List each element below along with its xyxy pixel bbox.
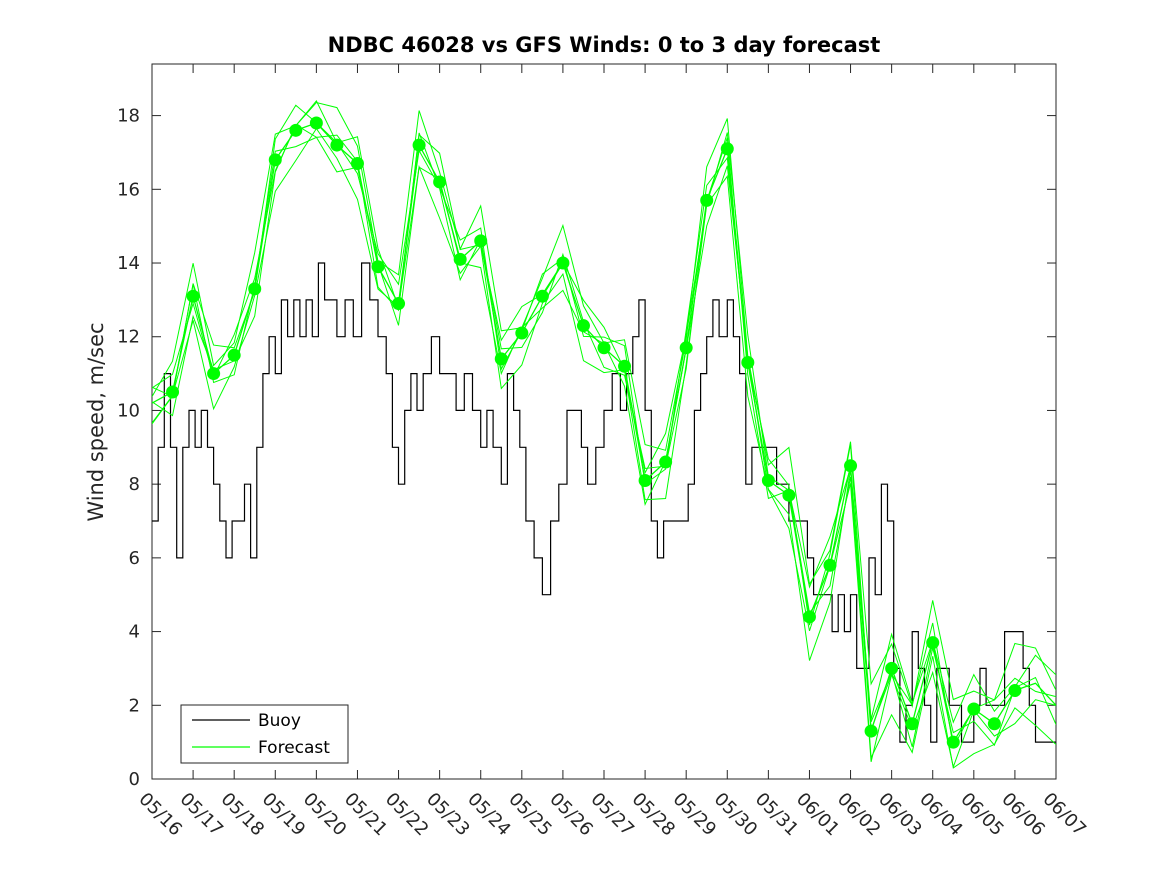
forecast-point — [679, 341, 693, 355]
forecast-point — [350, 157, 364, 171]
forecast-point — [823, 558, 837, 572]
forecast-point — [761, 473, 775, 487]
series-forecast-ensemble-line — [152, 104, 1056, 724]
forecast-point — [494, 352, 508, 366]
forecast-point — [515, 326, 529, 340]
x-tick-label: 06/06 — [997, 789, 1049, 841]
forecast-point — [844, 459, 858, 473]
x-tick-label: 05/21 — [340, 789, 392, 841]
forecast-point — [987, 717, 1001, 731]
forecast-point — [412, 138, 426, 152]
forecast-point — [741, 356, 755, 370]
x-tick-label: 06/05 — [956, 789, 1008, 841]
forecast-point — [885, 661, 899, 675]
forecast-point — [926, 636, 940, 650]
forecast-point — [638, 473, 652, 487]
y-tick-label: 18 — [117, 106, 140, 127]
x-tick-label: 05/24 — [463, 789, 515, 841]
forecast-point — [186, 289, 200, 303]
forecast-point — [309, 116, 323, 130]
legend-label: Forecast — [258, 738, 330, 758]
y-tick-label: 10 — [117, 400, 140, 421]
x-tick-label: 05/19 — [258, 789, 310, 841]
forecast-point — [1008, 684, 1022, 698]
forecast-point — [802, 610, 816, 624]
forecast-point — [392, 297, 406, 311]
forecast-point — [207, 367, 221, 381]
series-forecast-ensemble-line — [152, 101, 1056, 709]
forecast-point — [946, 735, 960, 749]
forecast-point — [453, 252, 467, 266]
forecast-point — [720, 142, 734, 156]
forecast-point — [535, 289, 549, 303]
forecast-point — [248, 282, 262, 296]
y-axis-label: Wind speed, m/sec — [84, 322, 108, 521]
forecast-point — [289, 123, 303, 137]
forecast-point — [330, 138, 344, 152]
x-tick-label: 05/30 — [710, 789, 762, 841]
x-tick-label: 05/18 — [217, 789, 269, 841]
y-tick-label: 4 — [129, 622, 140, 643]
x-tick-label: 05/31 — [751, 789, 803, 841]
y-tick-label: 8 — [129, 474, 140, 495]
x-tick-label: 05/22 — [381, 789, 433, 841]
y-tick-label: 2 — [129, 695, 140, 716]
x-tick-label: 05/23 — [422, 789, 474, 841]
legend-label: Buoy — [258, 711, 301, 731]
x-tick-label: 05/17 — [176, 789, 228, 841]
forecast-point — [474, 234, 488, 248]
y-tick-label: 12 — [117, 327, 140, 348]
x-tick-label: 06/04 — [915, 789, 967, 841]
forecast-point — [576, 319, 590, 333]
forecast-point — [227, 348, 241, 362]
x-tick-label: 05/29 — [669, 789, 721, 841]
forecast-point — [864, 724, 878, 738]
forecast-point — [556, 256, 570, 270]
x-tick-label: 06/07 — [1038, 789, 1090, 841]
forecast-point — [433, 175, 447, 189]
y-tick-label: 6 — [129, 548, 140, 569]
forecast-point — [371, 260, 385, 274]
x-tick-label: 05/25 — [504, 789, 556, 841]
x-tick-label: 06/02 — [833, 789, 885, 841]
y-tick-label: 0 — [129, 769, 140, 790]
x-tick-label: 05/27 — [586, 789, 638, 841]
chart-title: NDBC 46028 vs GFS Winds: 0 to 3 day fore… — [328, 33, 881, 57]
x-tick-label: 05/16 — [134, 789, 186, 841]
x-tick-label: 05/28 — [628, 789, 680, 841]
forecast-point — [618, 359, 632, 373]
x-tick-label: 05/26 — [545, 789, 597, 841]
y-tick-label: 16 — [117, 179, 140, 200]
y-tick-label: 14 — [117, 253, 140, 274]
x-tick-label: 06/01 — [792, 789, 844, 841]
legend: Buoy Forecast — [180, 704, 349, 764]
legend-box — [180, 704, 349, 764]
forecast-point — [967, 702, 981, 716]
forecast-point — [166, 385, 180, 399]
forecast-point — [268, 153, 282, 167]
forecast-point — [905, 717, 919, 731]
forecast-point — [659, 455, 673, 469]
forecast-point — [782, 488, 796, 502]
series-forecast-ensemble-line — [152, 132, 1056, 748]
x-tick-label: 06/03 — [874, 789, 926, 841]
series-forecast-ensemble-line — [152, 127, 1056, 769]
forecast-point — [700, 193, 714, 207]
forecast-point — [597, 341, 611, 355]
x-tick-label: 05/20 — [299, 789, 351, 841]
